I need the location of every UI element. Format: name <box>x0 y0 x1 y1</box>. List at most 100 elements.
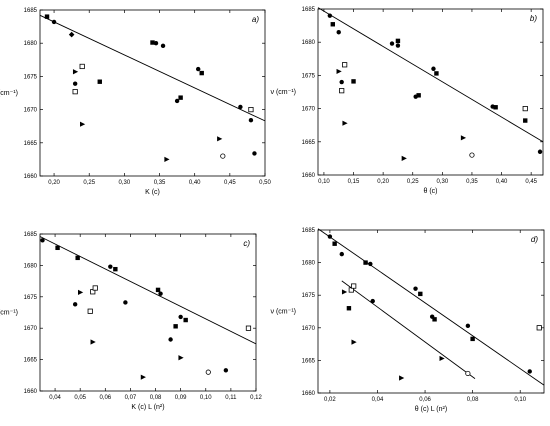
data-point <box>536 325 542 331</box>
y-tick-label: 1680 <box>24 263 38 269</box>
data-point <box>342 120 348 126</box>
data-point <box>79 121 86 127</box>
data-point <box>217 136 223 142</box>
fit-line <box>39 14 266 122</box>
data-point <box>401 155 407 161</box>
data-point <box>389 41 395 46</box>
data-point <box>522 106 528 112</box>
data-point <box>223 368 229 373</box>
data-point <box>55 245 60 251</box>
x-tick-label: 0,11 <box>225 395 237 401</box>
data-point <box>368 261 373 267</box>
chart-panel-2: 0,10 0,15 0,20 0,25 0,30 0,35 0,40 0,45 1660 1665… <box>271 7 544 195</box>
y-tick-label: 1685 <box>24 232 38 238</box>
data-point <box>168 337 173 342</box>
data-point <box>174 98 180 104</box>
x-tick-label: 0,45 <box>224 180 236 186</box>
data-point <box>153 41 159 46</box>
data-point <box>351 339 357 345</box>
y-tick-label: 1675 <box>24 295 38 301</box>
data-point <box>72 81 78 86</box>
data-point <box>238 104 243 110</box>
panel-label: d) <box>531 235 538 244</box>
x-tick-label: 0,09 <box>175 395 187 401</box>
x-tick-label: 0,40 <box>189 180 201 186</box>
data-point <box>164 156 170 162</box>
y-tick-label: 1685 <box>302 228 316 234</box>
data-point <box>92 285 98 291</box>
data-point <box>395 43 401 48</box>
data-point <box>108 264 113 269</box>
data-point <box>79 63 85 70</box>
x-tick-label: 0,30 <box>119 180 131 186</box>
x-tick-label: 0,05 <box>74 395 86 401</box>
x-axis-label: θ (c) <box>424 188 438 195</box>
data-point <box>40 238 45 243</box>
x-axis-label: K (c) <box>145 189 160 196</box>
data-point <box>336 68 342 75</box>
data-point <box>183 317 188 323</box>
data-point <box>87 308 93 314</box>
chart-panel-4: 0,02 0,04 0,06 0,08 0,10 1660 1665 1670 1675 1680… <box>271 228 545 413</box>
x-tick-label: 0,50 <box>259 180 271 186</box>
data-point <box>68 31 75 38</box>
data-point <box>248 107 254 113</box>
y-tick-label: 1680 <box>302 40 316 46</box>
data-point <box>469 152 475 158</box>
x-tick-label: 0,08 <box>467 397 479 403</box>
data-point <box>418 291 423 297</box>
y-axis-label: ν (cm⁻¹) <box>0 310 18 317</box>
x-tick-label: 0,10 <box>318 179 330 185</box>
data-point <box>434 71 439 76</box>
data-point <box>158 291 163 296</box>
data-point <box>205 369 211 375</box>
fit-line <box>317 228 545 386</box>
x-tick-label: 0,20 <box>48 180 60 186</box>
data-point <box>75 255 80 261</box>
fit-line <box>317 7 544 143</box>
plot-frame <box>39 233 257 392</box>
x-tick-label: 0,20 <box>377 179 389 185</box>
data-point <box>72 89 78 95</box>
plot-frame <box>39 9 266 177</box>
data-point <box>413 286 418 291</box>
data-point <box>399 375 405 381</box>
data-point <box>248 118 254 123</box>
data-point <box>173 324 178 329</box>
data-point <box>327 13 333 18</box>
x-tick-label: 0,35 <box>154 180 166 186</box>
data-point <box>178 355 184 361</box>
y-tick-label: 1675 <box>302 293 316 299</box>
data-point <box>327 234 333 239</box>
data-point <box>44 14 50 19</box>
data-point <box>155 287 161 293</box>
data-point <box>51 19 57 25</box>
data-point <box>196 66 201 72</box>
data-point <box>140 374 146 380</box>
y-tick-label: 1660 <box>302 173 316 179</box>
data-point <box>432 317 437 322</box>
data-point <box>339 88 345 94</box>
y-tick-label: 1685 <box>302 7 316 13</box>
fit-line <box>341 280 476 380</box>
y-tick-label: 1660 <box>24 174 38 180</box>
x-tick-label: 0,35 <box>466 179 478 185</box>
data-point <box>252 151 257 156</box>
data-point <box>178 314 183 320</box>
x-tick-label: 0,15 <box>348 179 360 185</box>
x-tick-label: 0,04 <box>372 397 384 403</box>
y-tick-label: 1680 <box>302 261 316 267</box>
data-point <box>113 266 118 272</box>
chart-panel-3: 0,04 0,05 0,06 0,07 0,08 0,09 0,10 0,11 0,12 1660… <box>0 232 262 411</box>
y-axis-label: ν (cm⁻¹) <box>271 309 296 316</box>
plot-frame <box>317 229 545 394</box>
y-tick-label: 1680 <box>24 41 38 47</box>
data-point <box>363 260 368 265</box>
data-point <box>465 323 471 329</box>
y-tick-label: 1665 <box>24 358 38 364</box>
data-point <box>77 289 84 296</box>
data-point <box>346 306 352 311</box>
data-point <box>97 79 102 84</box>
